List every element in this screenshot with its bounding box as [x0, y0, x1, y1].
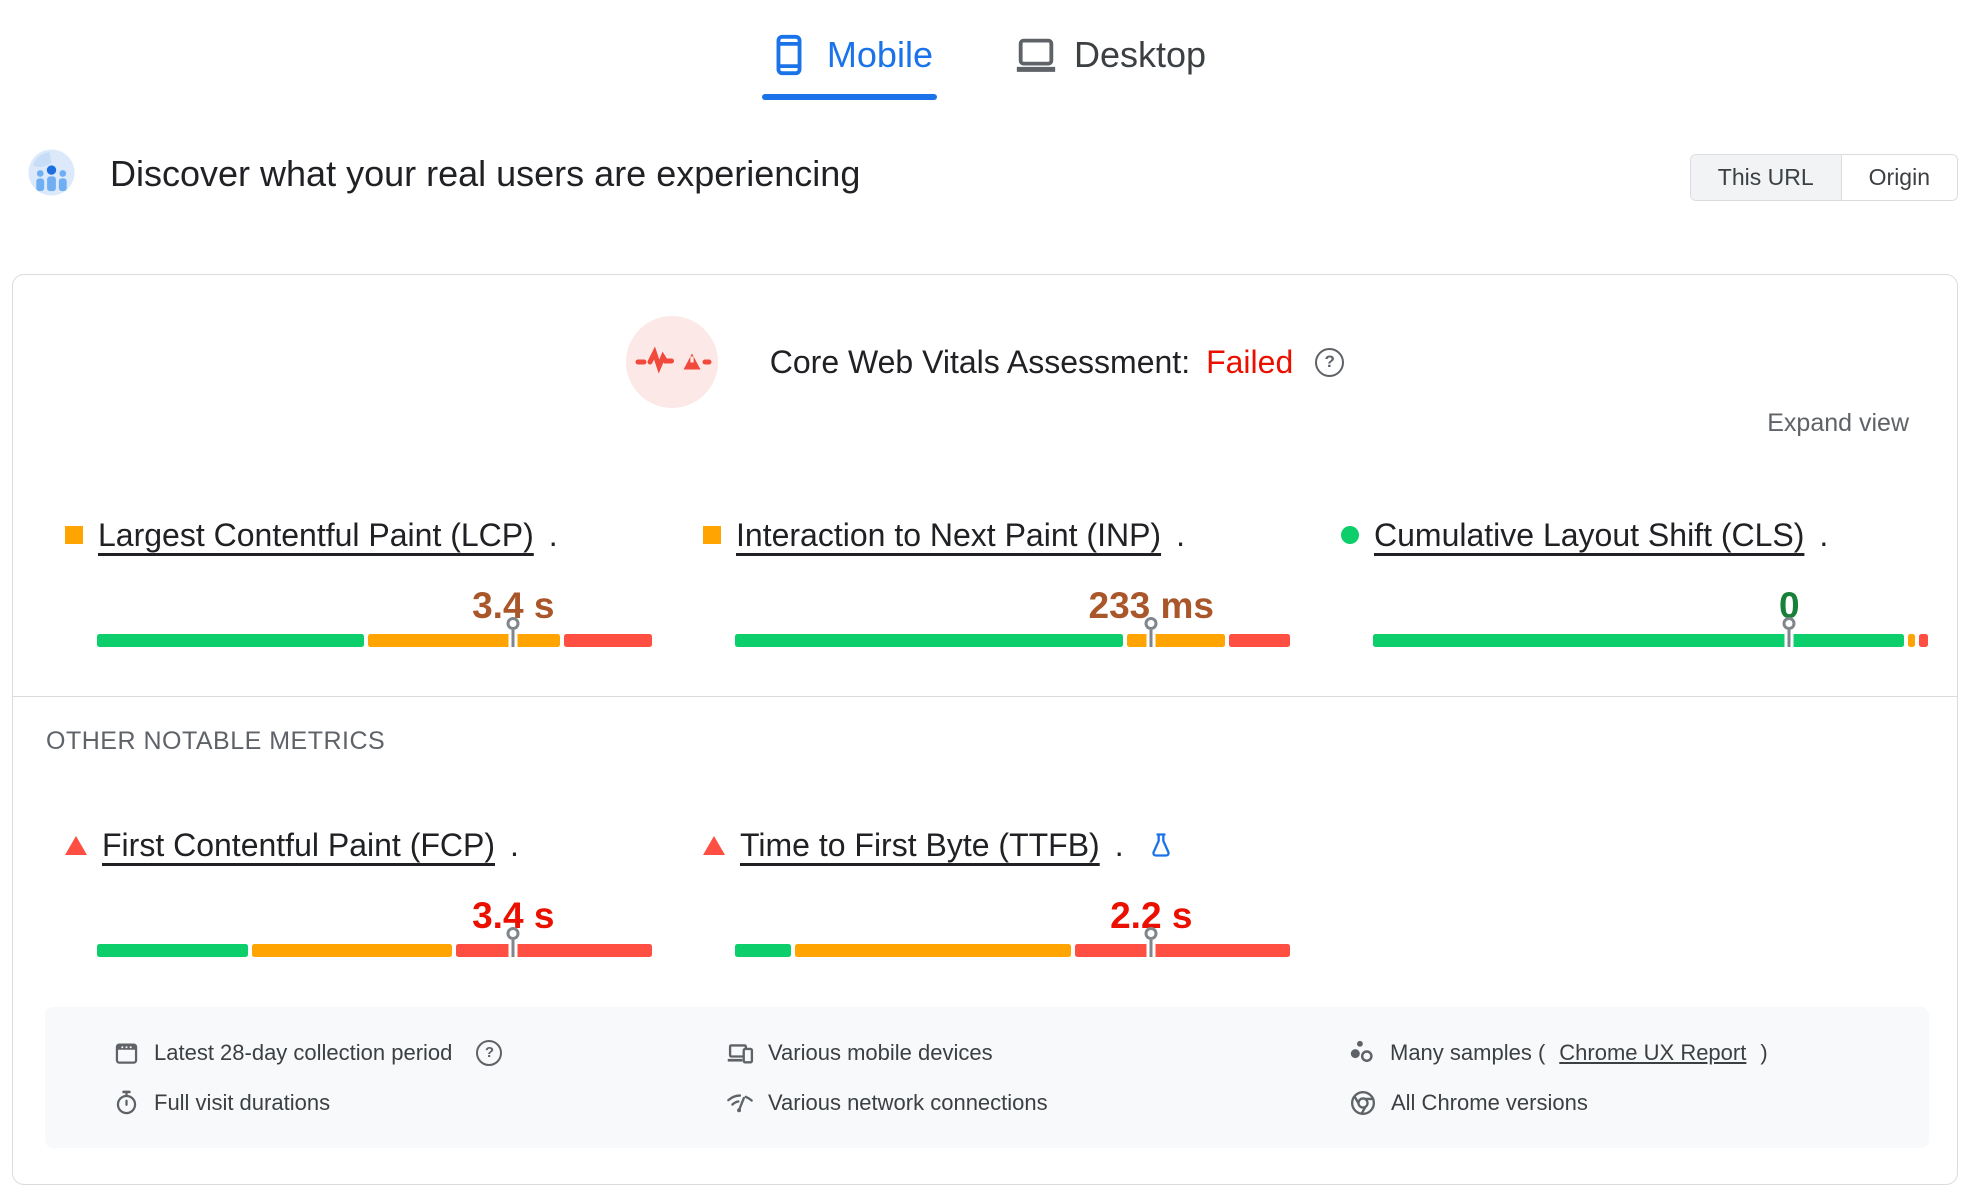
fcp-poor-segment — [455, 944, 652, 957]
lcp-ni-segment — [368, 634, 560, 647]
visit-durations-item: Full visit durations — [113, 1088, 726, 1118]
samples-label: Many samples ( — [1390, 1039, 1546, 1065]
cls-status-bullet — [1341, 526, 1359, 544]
assessment-label: Core Web Vitals Assessment: — [769, 343, 1191, 380]
lcp-p75-marker — [506, 617, 520, 647]
inp-distribution-chart: 233 ms — [735, 563, 1291, 647]
chrome-versions-label: All Chrome versions — [1391, 1089, 1588, 1115]
samples-item: Many samples ( Chrome UX Report) — [1349, 1038, 1929, 1068]
cls-suffix: . — [1819, 516, 1829, 553]
ttfb-poor-segment — [1074, 944, 1291, 957]
inp-good-segment — [735, 634, 1124, 647]
devices-icon — [726, 1039, 754, 1067]
ttfb-good-segment — [735, 944, 791, 957]
tab-desktop-label: Desktop — [1073, 34, 1207, 75]
cls-link[interactable]: Cumulative Layout Shift (CLS) — [1374, 516, 1805, 553]
tab-mobile[interactable]: Mobile — [761, 28, 938, 100]
cls-poor-segment — [1919, 634, 1928, 647]
lcp-good-segment — [97, 634, 365, 647]
fcp-suffix: . — [510, 826, 519, 863]
scope-this-url-button[interactable]: This URL — [1690, 155, 1841, 200]
cls-p75-marker — [1782, 617, 1796, 647]
mobile-icon — [766, 32, 812, 78]
lcp-suffix: . — [548, 516, 558, 553]
fcp-p75-marker — [506, 927, 520, 957]
inp-p75-marker — [1144, 617, 1158, 647]
device-tabs: Mobile Desktop — [0, 28, 1972, 100]
devices-item: Various mobile devices — [726, 1038, 1349, 1068]
collection-period-help-icon[interactable]: ? — [476, 1039, 503, 1066]
metric-fcp: First Contentful Paint (FCP). 3.4 s — [65, 821, 657, 957]
assessment-help-icon[interactable]: ? — [1315, 347, 1345, 377]
tab-desktop[interactable]: Desktop — [1009, 28, 1210, 100]
stopwatch-icon — [113, 1089, 140, 1116]
scope-toggle: This URL Origin — [1689, 154, 1958, 201]
samples-icon — [1349, 1039, 1376, 1066]
assessment-pulse-icon — [625, 316, 718, 408]
cls-ni-segment — [1907, 634, 1916, 647]
inp-suffix: . — [1176, 516, 1185, 553]
section-divider — [13, 696, 1957, 697]
lcp-status-bullet — [65, 526, 83, 544]
ttfb-distribution-chart: 2.2 s — [735, 873, 1291, 957]
ttfb-suffix: . — [1114, 826, 1124, 863]
calendar-icon — [113, 1039, 140, 1066]
chrome-icon — [1349, 1089, 1377, 1117]
ttfb-ni-segment — [794, 944, 1071, 957]
experimental-flask-icon[interactable] — [1147, 831, 1175, 859]
samples-label-suffix: ) — [1760, 1039, 1768, 1065]
cls-distribution-chart: 0 — [1373, 563, 1928, 647]
inp-status-bullet — [703, 526, 721, 544]
other-metrics-heading: OTHER NOTABLE METRICS — [46, 727, 386, 755]
ttfb-status-bullet — [703, 835, 725, 855]
network-icon — [726, 1089, 754, 1117]
collection-period-label: Latest 28-day collection period — [154, 1039, 453, 1065]
field-data-card: Core Web Vitals Assessment: Failed ? Exp… — [12, 274, 1958, 1185]
lcp-distribution-chart: 3.4 s — [97, 563, 652, 647]
lcp-poor-segment — [563, 634, 652, 647]
desktop-icon — [1013, 32, 1059, 78]
lcp-link[interactable]: Largest Contentful Paint (LCP) — [98, 516, 534, 553]
cwv-assessment-header: Core Web Vitals Assessment: Failed ? — [13, 316, 1957, 408]
fcp-status-bullet — [65, 835, 87, 855]
chrome-versions-item: All Chrome versions — [1349, 1088, 1929, 1118]
ttfb-link[interactable]: Time to First Byte (TTFB) — [740, 826, 1100, 863]
assessment-title: Core Web Vitals Assessment: Failed ? — [769, 343, 1345, 381]
inp-poor-segment — [1228, 634, 1291, 647]
crux-report-link[interactable]: Chrome UX Report — [1559, 1039, 1747, 1065]
collection-period-item: Latest 28-day collection period ? — [113, 1038, 726, 1068]
assessment-result: Failed — [1206, 343, 1294, 380]
visit-durations-label: Full visit durations — [154, 1089, 331, 1115]
metric-lcp: Largest Contentful Paint (LCP). 3.4 s — [65, 511, 657, 647]
field-data-title: Discover what your real users are experi… — [110, 153, 861, 194]
expand-view-button[interactable]: Expand view — [1767, 409, 1909, 437]
ttfb-p75-marker — [1144, 927, 1158, 957]
collection-info-panel: Latest 28-day collection period ? Variou… — [45, 1007, 1929, 1148]
network-item: Various network connections — [726, 1088, 1349, 1118]
fcp-link[interactable]: First Contentful Paint (FCP) — [102, 826, 495, 863]
tab-mobile-label: Mobile — [826, 34, 933, 75]
crux-users-icon — [28, 149, 75, 196]
cls-good-segment — [1373, 634, 1904, 647]
scope-origin-button[interactable]: Origin — [1840, 155, 1957, 200]
fcp-good-segment — [97, 944, 249, 957]
metric-ttfb: Time to First Byte (TTFB). 2.2 s — [703, 821, 1295, 957]
network-label: Various network connections — [768, 1089, 1048, 1115]
metric-inp: Interaction to Next Paint (INP). 233 ms — [703, 511, 1295, 647]
inp-link[interactable]: Interaction to Next Paint (INP) — [736, 516, 1162, 553]
metric-cls: Cumulative Layout Shift (CLS). 0 — [1341, 511, 1933, 647]
fcp-distribution-chart: 3.4 s — [97, 873, 652, 957]
inp-ni-segment — [1127, 634, 1225, 647]
cls-value: 0 — [1778, 585, 1800, 626]
devices-label: Various mobile devices — [768, 1039, 993, 1065]
fcp-ni-segment — [252, 944, 452, 957]
